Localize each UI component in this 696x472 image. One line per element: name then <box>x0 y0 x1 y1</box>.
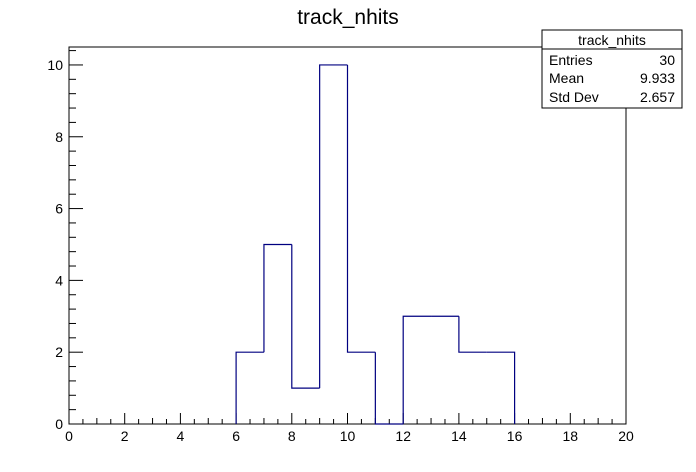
stats-box-frame <box>541 29 683 109</box>
y-tick-label: 10 <box>47 57 63 73</box>
histogram-bin <box>402 315 432 424</box>
stats-box-title: track_nhits <box>578 32 646 48</box>
y-tick-label: 2 <box>55 344 63 360</box>
x-tick-label: 2 <box>121 428 129 444</box>
stats-box: track_nhits Entries 30 Mean 9.933 Std De… <box>541 29 683 109</box>
histogram-bin <box>291 244 320 389</box>
stats-mean-label: Mean <box>549 70 584 86</box>
x-tick-label: 14 <box>451 428 467 444</box>
histogram-bin <box>458 316 487 353</box>
stats-entries-value: 30 <box>659 52 675 68</box>
x-tick-label: 6 <box>232 428 240 444</box>
stats-entries-label: Entries <box>549 52 593 68</box>
histogram-bin <box>346 64 376 353</box>
x-tick-label: 8 <box>288 428 296 444</box>
y-tick-label: 8 <box>55 129 63 145</box>
y-tick-label: 6 <box>55 201 63 217</box>
x-tick-label: 12 <box>395 428 411 444</box>
stats-stddev-value: 2.657 <box>640 89 675 105</box>
chart-title: track_nhits <box>297 6 399 29</box>
histogram-bins <box>235 64 516 425</box>
x-tick-label: 18 <box>563 428 579 444</box>
y-tick-label: 0 <box>55 416 63 432</box>
x-tick-label: 10 <box>340 428 356 444</box>
y-tick-label: 4 <box>55 272 63 288</box>
x-tick-label: 4 <box>177 428 185 444</box>
histogram-bin <box>263 243 292 353</box>
histogram-bin <box>486 351 516 424</box>
x-tick-labels: 0 2 4 6 8 10 12 14 16 18 20 <box>65 428 634 444</box>
histogram-bin <box>235 351 264 424</box>
y-tick-labels: 0 2 4 6 8 10 <box>47 57 63 432</box>
x-tick-label: 0 <box>65 428 73 444</box>
stats-stddev-label: Std Dev <box>549 89 599 105</box>
histogram-bin <box>374 352 404 425</box>
stats-mean-value: 9.933 <box>640 70 675 86</box>
x-tick-label: 16 <box>507 428 523 444</box>
x-tick-label: 20 <box>618 428 634 444</box>
histogram-bin <box>319 64 348 389</box>
